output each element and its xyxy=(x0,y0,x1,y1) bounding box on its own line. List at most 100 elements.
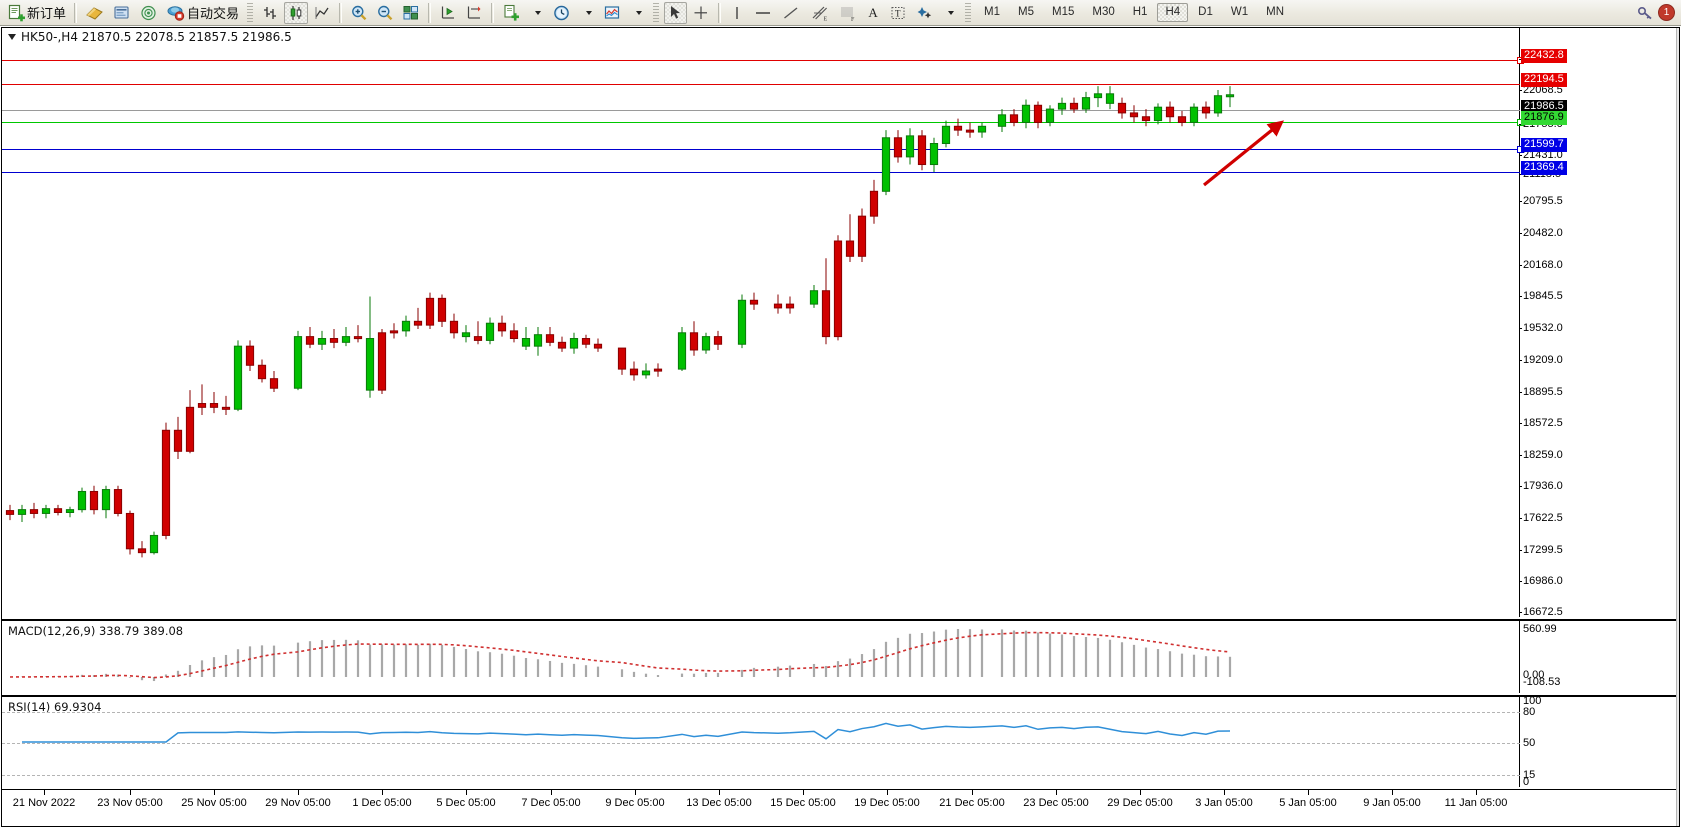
objects-dropdown[interactable] xyxy=(938,2,960,24)
candle-body xyxy=(893,137,903,158)
chart-menu-icon[interactable] xyxy=(8,34,16,40)
candle-body xyxy=(641,370,651,376)
candle-body xyxy=(1201,106,1211,114)
line-chart-button[interactable] xyxy=(310,2,334,24)
trend-arrow[interactable] xyxy=(2,28,1520,617)
candle-body xyxy=(101,489,111,511)
cursor-button[interactable] xyxy=(664,1,688,24)
macd-pane[interactable]: MACD(12,26,9) 338.79 389.08 560.99 0.00 -1… xyxy=(2,619,1679,693)
time-axis[interactable]: 21 Nov 2022 23 Nov 05:00 25 Nov 05:00 29 No… xyxy=(2,789,1679,825)
period-separator-dropdown[interactable] xyxy=(576,2,598,24)
period-separator-button[interactable] xyxy=(549,2,574,24)
candle-body xyxy=(161,429,171,536)
horizontal-line-icon xyxy=(756,11,771,14)
candle-body xyxy=(365,338,375,391)
support-lower[interactable] xyxy=(2,172,1520,173)
add-object-dropdown[interactable] xyxy=(525,2,547,24)
candlestick-chart-button[interactable] xyxy=(284,1,309,24)
expert-advisors-button[interactable] xyxy=(82,2,107,24)
macd-tick: -108.53 xyxy=(1523,676,1561,688)
timeframe-d1[interactable]: D1 xyxy=(1198,6,1213,18)
objects-button[interactable] xyxy=(912,2,936,24)
bar-chart-button[interactable] xyxy=(258,2,282,24)
period-separator-icon xyxy=(554,5,569,20)
text-button[interactable]: A xyxy=(862,2,884,24)
indicators-dropdown[interactable] xyxy=(626,2,648,24)
zoom-in-button[interactable] xyxy=(347,2,371,24)
toolbar-grip[interactable] xyxy=(247,2,254,23)
crosshair-button[interactable] xyxy=(689,2,713,24)
candle-body xyxy=(401,320,411,332)
price-chip-green: 21876.9 xyxy=(1521,111,1567,125)
candle-body xyxy=(209,403,219,408)
timeframe-m5[interactable]: M5 xyxy=(1018,6,1034,18)
candle-body xyxy=(29,509,39,514)
candle-body xyxy=(77,490,87,511)
vertical-scrollbar[interactable] xyxy=(1676,28,1679,826)
navigator-button[interactable] xyxy=(136,2,161,24)
toolbar-grip-3[interactable] xyxy=(965,2,972,23)
horizontal-line-button[interactable] xyxy=(750,2,776,24)
candle-body xyxy=(533,334,543,347)
chart-area[interactable]: HK50-,H4 21870.5 22078.5 21857.5 21986.5… xyxy=(1,27,1680,827)
zoom-out-button[interactable] xyxy=(373,2,397,24)
resistance-lower[interactable] xyxy=(2,84,1520,85)
candle-body xyxy=(509,330,519,340)
price-tick: 22068.5 xyxy=(1519,84,1563,96)
rsi-tick: 0 xyxy=(1523,776,1530,788)
timeframe-m1[interactable]: M1 xyxy=(984,6,1001,18)
candle-body xyxy=(317,338,327,345)
price-tick: 19532.0 xyxy=(1519,322,1563,334)
price-pane[interactable]: HK50-,H4 21870.5 22078.5 21857.5 21986.5… xyxy=(2,28,1679,618)
time-label: 21 Dec 05:00 xyxy=(939,797,1005,809)
time-label: 13 Dec 05:00 xyxy=(686,797,752,809)
cursor-icon xyxy=(671,6,681,19)
candle-body xyxy=(377,332,387,391)
candle-body xyxy=(173,429,183,452)
auto-scroll-button[interactable] xyxy=(462,2,486,24)
trend-line-button[interactable] xyxy=(778,2,804,24)
timeframe-m15[interactable]: M15 xyxy=(1052,6,1075,18)
text-label-button[interactable]: T xyxy=(886,2,910,24)
market-watch-button[interactable] xyxy=(109,2,134,24)
chart-shift-icon xyxy=(441,6,455,19)
last-price[interactable] xyxy=(2,110,1520,111)
time-label: 5 Jan 05:00 xyxy=(1279,797,1337,809)
candle-body xyxy=(89,490,99,511)
objects-icon xyxy=(917,6,932,18)
price-tick: 16672.5 xyxy=(1519,606,1563,618)
rsi-pane[interactable]: RSI(14) 69.9304 100 80 50 15 0 xyxy=(2,695,1679,788)
price-tick: 17299.5 xyxy=(1519,544,1563,556)
chart-shift-button[interactable] xyxy=(436,2,460,24)
time-tick xyxy=(214,790,215,795)
new-order-button[interactable]: 新订单 xyxy=(4,2,69,24)
expert-advisors-icon xyxy=(86,6,103,20)
time-tick xyxy=(466,790,467,795)
autotrade-button[interactable]: 自动交易 xyxy=(163,2,242,24)
candle-body xyxy=(1081,97,1091,110)
indicators-button[interactable] xyxy=(600,2,624,24)
add-object-button[interactable] xyxy=(499,2,523,24)
toolbar-grip-2[interactable] xyxy=(653,2,660,23)
candlestick-series xyxy=(5,86,1235,558)
chart-split-button[interactable] xyxy=(399,2,423,24)
timeframe-m30[interactable]: M30 xyxy=(1092,6,1115,18)
timeframe-h4[interactable]: H4 xyxy=(1157,3,1189,22)
candle-body xyxy=(269,378,279,389)
timeframe-h1[interactable]: H1 xyxy=(1132,6,1148,18)
chevron-down-icon xyxy=(534,10,541,15)
candle-body xyxy=(1045,108,1055,123)
equidistant-channel-button[interactable]: E xyxy=(806,2,832,24)
candle-body xyxy=(1105,93,1115,104)
key-icon[interactable] xyxy=(1637,5,1653,21)
timeframe-mn[interactable]: MN xyxy=(1266,6,1284,18)
vertical-line-icon xyxy=(736,6,738,19)
candle-body xyxy=(353,336,363,340)
timeframe-w1[interactable]: W1 xyxy=(1230,6,1249,18)
notification-badge[interactable]: 1 xyxy=(1658,4,1675,21)
vertical-line-button[interactable] xyxy=(726,2,748,24)
time-label: 25 Nov 05:00 xyxy=(181,797,247,809)
fibonacci-button[interactable]: F xyxy=(834,2,860,24)
candle-body xyxy=(1189,106,1199,123)
candle-body xyxy=(149,534,159,554)
